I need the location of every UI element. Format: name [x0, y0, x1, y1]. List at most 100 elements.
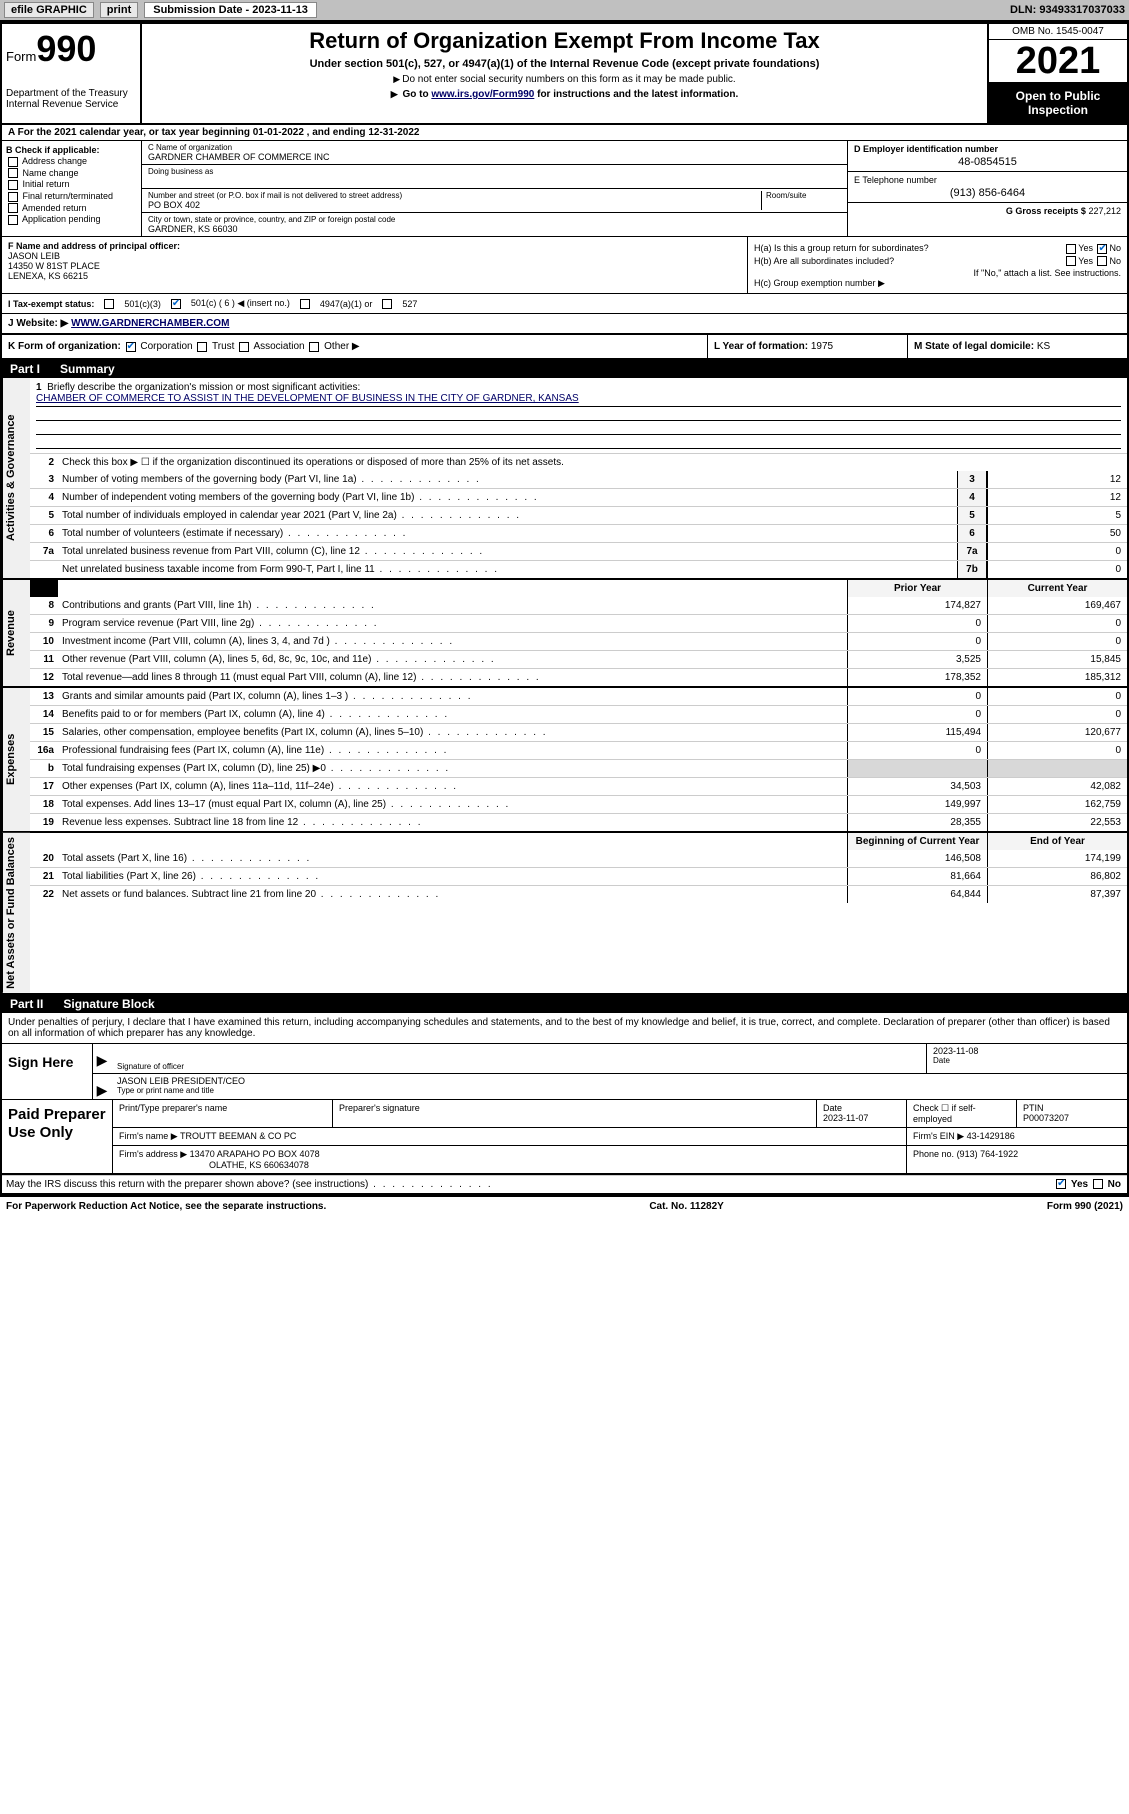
- summary-row: 11Other revenue (Part VIII, column (A), …: [30, 650, 1127, 668]
- trust-checkbox[interactable]: [197, 342, 207, 352]
- colb-option[interactable]: Initial return: [6, 179, 137, 190]
- form-number: 990: [36, 28, 96, 69]
- col-d-numbers: D Employer identification number 48-0854…: [847, 141, 1127, 236]
- mission-text: CHAMBER OF COMMERCE TO ASSIST IN THE DEV…: [36, 393, 1121, 407]
- sign-here-block: Sign Here ▶ Signature of officer 2023-11…: [2, 1044, 1127, 1100]
- colb-option[interactable]: Final return/terminated: [6, 191, 137, 202]
- ssn-warning: Do not enter social security numbers on …: [148, 74, 981, 85]
- col-b-checkboxes: B Check if applicable: Address change Na…: [2, 141, 142, 236]
- print-button[interactable]: print: [100, 2, 138, 18]
- officer-name: JASON LEIB: [8, 251, 60, 261]
- colb-option[interactable]: Name change: [6, 168, 137, 179]
- hb-yes-checkbox[interactable]: [1066, 256, 1076, 266]
- corp-checkbox[interactable]: [126, 342, 136, 352]
- status-501c3-checkbox[interactable]: [104, 299, 114, 309]
- paid-preparer-block: Paid Preparer Use Only Print/Type prepar…: [2, 1100, 1127, 1175]
- website-link[interactable]: WWW.GARDNERCHAMBER.COM: [71, 318, 229, 329]
- irs-link[interactable]: www.irs.gov/Form990: [431, 89, 534, 100]
- status-4947-checkbox[interactable]: [300, 299, 310, 309]
- summary-row: 16aProfessional fundraising fees (Part I…: [30, 741, 1127, 759]
- summary-row: bTotal fundraising expenses (Part IX, co…: [30, 759, 1127, 777]
- summary-row: 8Contributions and grants (Part VIII, li…: [30, 597, 1127, 614]
- tax-year: 2021: [989, 40, 1127, 83]
- col-b-label: B Check if applicable:: [6, 145, 137, 155]
- cat-number: Cat. No. 11282Y: [649, 1201, 723, 1212]
- summary-row: 6Total number of volunteers (estimate if…: [30, 524, 1127, 542]
- firm-phone: (913) 764-1922: [957, 1149, 1019, 1159]
- form-header: Form990 Department of the Treasury Inter…: [2, 24, 1127, 125]
- form-title: Return of Organization Exempt From Incom…: [148, 28, 981, 54]
- dept-label: Department of the Treasury Internal Reve…: [6, 88, 136, 110]
- addr-label: Number and street (or P.O. box if mail i…: [148, 191, 761, 200]
- tab-expenses: Expenses: [2, 688, 30, 831]
- colb-option[interactable]: Address change: [6, 156, 137, 167]
- discuss-no-checkbox[interactable]: [1093, 1179, 1103, 1189]
- assoc-checkbox[interactable]: [239, 342, 249, 352]
- public-inspection-badge: Open to Public Inspection: [989, 83, 1127, 123]
- tab-netassets: Net Assets or Fund Balances: [2, 833, 30, 993]
- summary-row: 19Revenue less expenses. Subtract line 1…: [30, 813, 1127, 831]
- form-title-box: Return of Organization Exempt From Incom…: [142, 24, 987, 123]
- summary-row: 17Other expenses (Part IX, column (A), l…: [30, 777, 1127, 795]
- row-j-website: J Website: ▶ WWW.GARDNERCHAMBER.COM: [2, 314, 1127, 335]
- discuss-row: May the IRS discuss this return with the…: [2, 1175, 1127, 1195]
- firm-name: TROUTT BEEMAN & CO PC: [180, 1131, 296, 1141]
- row-a-tax-year: A For the 2021 calendar year, or tax yea…: [2, 125, 1127, 141]
- summary-row: 3Number of voting members of the governi…: [30, 471, 1127, 488]
- org-name-label: C Name of organization: [148, 143, 841, 152]
- form-year-box: OMB No. 1545-0047 2021 Open to Public In…: [987, 24, 1127, 123]
- row-k-org-form: K Form of organization: Corporation Trus…: [2, 335, 1127, 360]
- part-1-revenue: Revenue bPrior YearCurrent Year 8Contrib…: [2, 580, 1127, 688]
- top-toolbar: efile GRAPHIC print Submission Date - 20…: [0, 0, 1129, 22]
- name-arrow-icon: ▶: [93, 1074, 111, 1099]
- summary-row: Net unrelated business taxable income fr…: [30, 560, 1127, 578]
- org-city: GARDNER, KS 66030: [148, 224, 841, 234]
- firm-addr: 13470 ARAPAHO PO BOX 4078: [190, 1149, 320, 1159]
- group-return-box: H(a) Is this a group return for subordin…: [747, 237, 1127, 293]
- hb-no-checkbox[interactable]: [1097, 256, 1107, 266]
- firm-city: OLATHE, KS 660634078: [209, 1160, 309, 1170]
- tel-label: E Telephone number: [854, 175, 937, 185]
- part-1-netassets: Net Assets or Fund Balances Beginning of…: [2, 833, 1127, 995]
- hc-exemption: H(c) Group exemption number ▶: [754, 278, 1121, 289]
- summary-row: 5Total number of individuals employed in…: [30, 506, 1127, 524]
- summary-row: 22Net assets or fund balances. Subtract …: [30, 885, 1127, 903]
- ha-no-checkbox[interactable]: [1097, 244, 1107, 254]
- summary-row: 21Total liabilities (Part X, line 26)81,…: [30, 867, 1127, 885]
- room-label: Room/suite: [766, 191, 841, 200]
- summary-row: 9Program service revenue (Part VIII, lin…: [30, 614, 1127, 632]
- signature-arrow-icon: ▶: [93, 1044, 111, 1073]
- instructions-line: Go to www.irs.gov/Form990 for instructio…: [148, 89, 981, 100]
- state-domicile: KS: [1037, 341, 1050, 352]
- form-container: Form990 Department of the Treasury Inter…: [0, 22, 1129, 1197]
- ha-yes-checkbox[interactable]: [1066, 244, 1076, 254]
- officer-name-title: JASON LEIB PRESIDENT/CEO: [117, 1076, 1121, 1086]
- discuss-yes-checkbox[interactable]: [1056, 1179, 1066, 1189]
- form-number-box: Form990 Department of the Treasury Inter…: [2, 24, 142, 123]
- org-name: GARDNER CHAMBER OF COMMERCE INC: [148, 152, 841, 162]
- form-word: Form: [6, 49, 36, 64]
- status-527-checkbox[interactable]: [382, 299, 392, 309]
- colb-option[interactable]: Amended return: [6, 203, 137, 214]
- summary-row: 4Number of independent voting members of…: [30, 488, 1127, 506]
- part-1-expenses: Expenses 13Grants and similar amounts pa…: [2, 688, 1127, 833]
- other-checkbox[interactable]: [309, 342, 319, 352]
- part-1-header: Part I Summary: [2, 360, 1127, 378]
- ein-value: 48-0854515: [854, 156, 1121, 168]
- summary-row: 20Total assets (Part X, line 16)146,5081…: [30, 850, 1127, 867]
- paperwork-notice: For Paperwork Reduction Act Notice, see …: [6, 1201, 326, 1212]
- col-c-org-info: C Name of organization GARDNER CHAMBER O…: [142, 141, 847, 236]
- principal-officer: F Name and address of principal officer:…: [2, 237, 747, 293]
- tel-value: (913) 856-6464: [854, 187, 1121, 199]
- dba-label: Doing business as: [148, 167, 841, 176]
- summary-row: 18Total expenses. Add lines 13–17 (must …: [30, 795, 1127, 813]
- colb-option[interactable]: Application pending: [6, 214, 137, 225]
- summary-row: 15Salaries, other compensation, employee…: [30, 723, 1127, 741]
- section-identity: B Check if applicable: Address change Na…: [2, 141, 1127, 237]
- summary-row: 12Total revenue—add lines 8 through 11 (…: [30, 668, 1127, 686]
- officer-addr2: LENEXA, KS 66215: [8, 271, 88, 281]
- tab-governance: Activities & Governance: [2, 378, 30, 578]
- status-501c-checkbox[interactable]: [171, 299, 181, 309]
- submission-date: Submission Date - 2023-11-13: [144, 2, 317, 18]
- gross-value: 227,212: [1088, 206, 1121, 216]
